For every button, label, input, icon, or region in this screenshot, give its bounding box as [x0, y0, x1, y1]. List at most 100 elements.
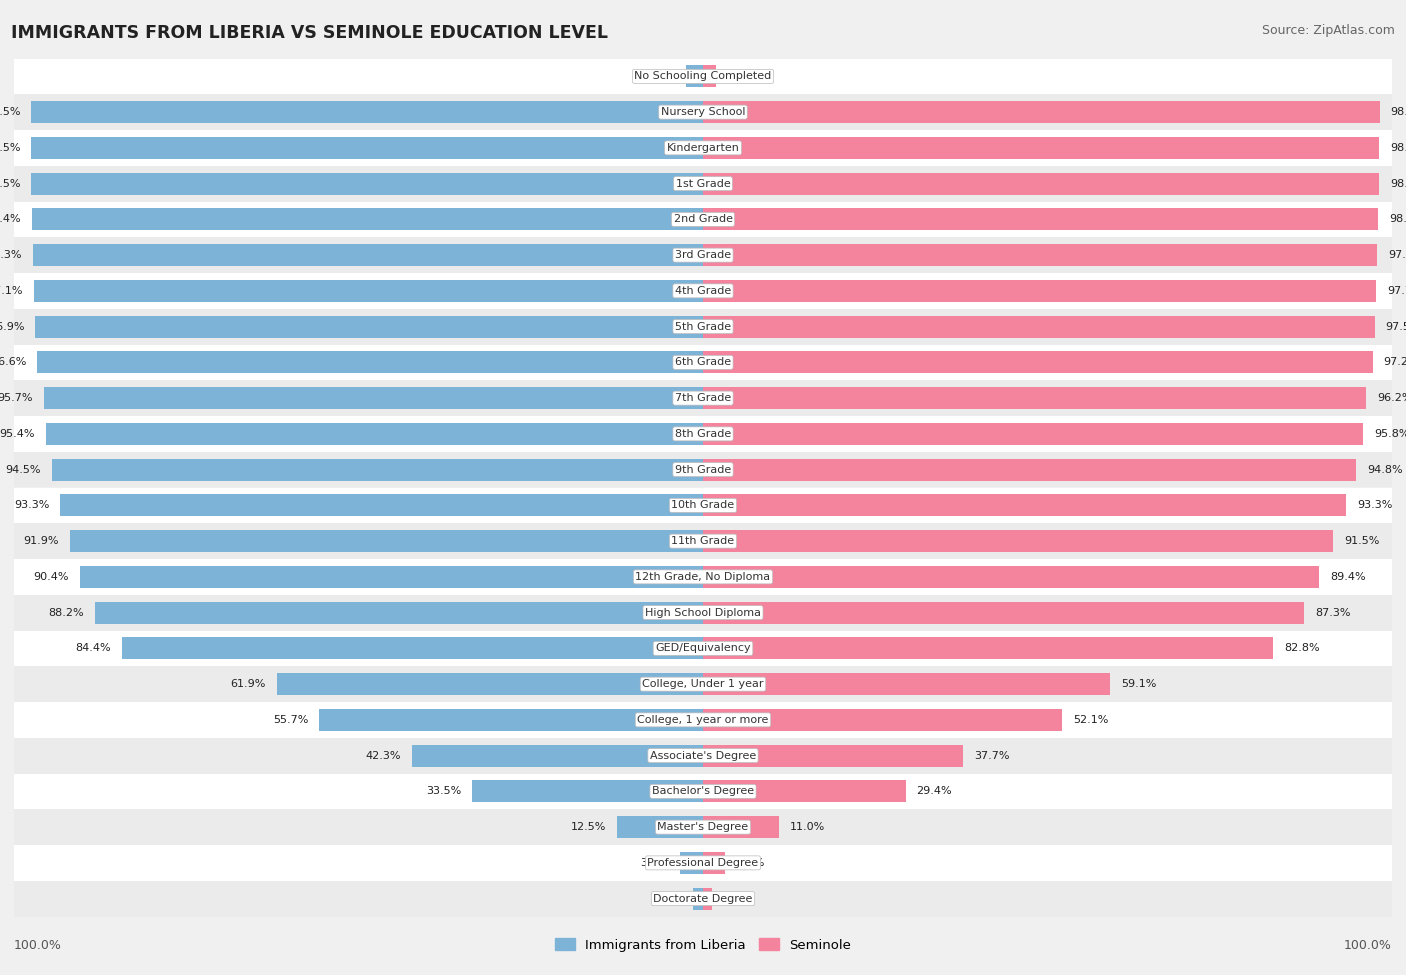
- Bar: [703, 673, 1111, 695]
- Text: 98.1%: 98.1%: [1391, 178, 1406, 188]
- Text: 94.5%: 94.5%: [6, 465, 41, 475]
- Bar: [472, 780, 703, 802]
- Text: 89.4%: 89.4%: [1330, 572, 1365, 582]
- Bar: [14, 130, 1392, 166]
- Text: 11.0%: 11.0%: [790, 822, 825, 832]
- Bar: [703, 173, 1379, 195]
- Bar: [14, 344, 1392, 380]
- Text: 33.5%: 33.5%: [426, 787, 461, 797]
- Bar: [703, 709, 1062, 731]
- Bar: [14, 666, 1392, 702]
- Bar: [703, 387, 1365, 410]
- Text: Bachelor's Degree: Bachelor's Degree: [652, 787, 754, 797]
- Text: 98.2%: 98.2%: [1391, 107, 1406, 117]
- Bar: [96, 602, 703, 624]
- Text: 12th Grade, No Diploma: 12th Grade, No Diploma: [636, 572, 770, 582]
- Bar: [35, 316, 703, 337]
- Text: No Schooling Completed: No Schooling Completed: [634, 71, 772, 81]
- Bar: [31, 173, 703, 195]
- Bar: [14, 380, 1392, 416]
- Text: Kindergarten: Kindergarten: [666, 143, 740, 153]
- Text: 90.4%: 90.4%: [34, 572, 69, 582]
- Bar: [14, 738, 1392, 773]
- Text: 82.8%: 82.8%: [1285, 644, 1320, 653]
- Text: 93.3%: 93.3%: [14, 500, 49, 510]
- Text: 100.0%: 100.0%: [1344, 939, 1392, 953]
- Bar: [703, 244, 1378, 266]
- Bar: [14, 845, 1392, 880]
- Bar: [52, 458, 703, 481]
- Text: 3rd Grade: 3rd Grade: [675, 251, 731, 260]
- Text: 6th Grade: 6th Grade: [675, 358, 731, 368]
- Bar: [14, 702, 1392, 738]
- Bar: [14, 451, 1392, 488]
- Text: College, Under 1 year: College, Under 1 year: [643, 680, 763, 689]
- Bar: [121, 638, 703, 659]
- Text: 97.5%: 97.5%: [0, 143, 20, 153]
- Bar: [14, 524, 1392, 559]
- Bar: [46, 423, 703, 445]
- Bar: [703, 423, 1362, 445]
- Text: 1.3%: 1.3%: [723, 894, 751, 904]
- Bar: [14, 166, 1392, 202]
- Text: 4th Grade: 4th Grade: [675, 286, 731, 295]
- Text: Associate's Degree: Associate's Degree: [650, 751, 756, 760]
- Text: Doctorate Degree: Doctorate Degree: [654, 894, 752, 904]
- Bar: [703, 101, 1379, 123]
- Text: Source: ZipAtlas.com: Source: ZipAtlas.com: [1261, 24, 1395, 37]
- Text: 42.3%: 42.3%: [366, 751, 401, 760]
- Text: IMMIGRANTS FROM LIBERIA VS SEMINOLE EDUCATION LEVEL: IMMIGRANTS FROM LIBERIA VS SEMINOLE EDUC…: [11, 24, 609, 42]
- Text: 29.4%: 29.4%: [917, 787, 952, 797]
- Text: Professional Degree: Professional Degree: [647, 858, 759, 868]
- Bar: [703, 65, 716, 88]
- Text: 84.4%: 84.4%: [75, 644, 111, 653]
- Bar: [703, 638, 1274, 659]
- Text: 55.7%: 55.7%: [273, 715, 308, 724]
- Text: 2nd Grade: 2nd Grade: [673, 214, 733, 224]
- Text: 5th Grade: 5th Grade: [675, 322, 731, 332]
- Text: High School Diploma: High School Diploma: [645, 607, 761, 617]
- Text: 2.5%: 2.5%: [647, 71, 675, 81]
- Text: 96.6%: 96.6%: [0, 358, 27, 368]
- Bar: [38, 351, 703, 373]
- Bar: [14, 773, 1392, 809]
- Text: 10th Grade: 10th Grade: [672, 500, 734, 510]
- Bar: [14, 202, 1392, 237]
- Bar: [686, 65, 703, 88]
- Text: 3.4%: 3.4%: [640, 858, 669, 868]
- Text: 91.9%: 91.9%: [24, 536, 59, 546]
- Text: 96.9%: 96.9%: [0, 322, 24, 332]
- Bar: [679, 852, 703, 874]
- Bar: [703, 316, 1375, 337]
- Text: College, 1 year or more: College, 1 year or more: [637, 715, 769, 724]
- Text: Nursery School: Nursery School: [661, 107, 745, 117]
- Text: 1.5%: 1.5%: [654, 894, 682, 904]
- Bar: [31, 136, 703, 159]
- Bar: [412, 745, 703, 766]
- Text: 97.2%: 97.2%: [1384, 358, 1406, 368]
- Text: 87.3%: 87.3%: [1316, 607, 1351, 617]
- Bar: [703, 602, 1305, 624]
- Text: 8th Grade: 8th Grade: [675, 429, 731, 439]
- Bar: [703, 852, 725, 874]
- Text: 96.2%: 96.2%: [1376, 393, 1406, 403]
- Bar: [703, 458, 1357, 481]
- Text: 97.3%: 97.3%: [0, 251, 21, 260]
- Text: 97.7%: 97.7%: [1388, 286, 1406, 295]
- Text: 7th Grade: 7th Grade: [675, 393, 731, 403]
- Text: 37.7%: 37.7%: [974, 751, 1010, 760]
- Bar: [14, 809, 1392, 845]
- Text: 52.1%: 52.1%: [1073, 715, 1108, 724]
- Bar: [14, 58, 1392, 95]
- Bar: [32, 209, 703, 230]
- Bar: [703, 136, 1379, 159]
- Legend: Immigrants from Liberia, Seminole: Immigrants from Liberia, Seminole: [550, 933, 856, 957]
- Text: 98.1%: 98.1%: [1391, 143, 1406, 153]
- Text: Master's Degree: Master's Degree: [658, 822, 748, 832]
- Text: GED/Equivalency: GED/Equivalency: [655, 644, 751, 653]
- Bar: [80, 566, 703, 588]
- Bar: [70, 530, 703, 552]
- Text: 98.0%: 98.0%: [1389, 214, 1406, 224]
- Bar: [14, 309, 1392, 344]
- Bar: [32, 244, 703, 266]
